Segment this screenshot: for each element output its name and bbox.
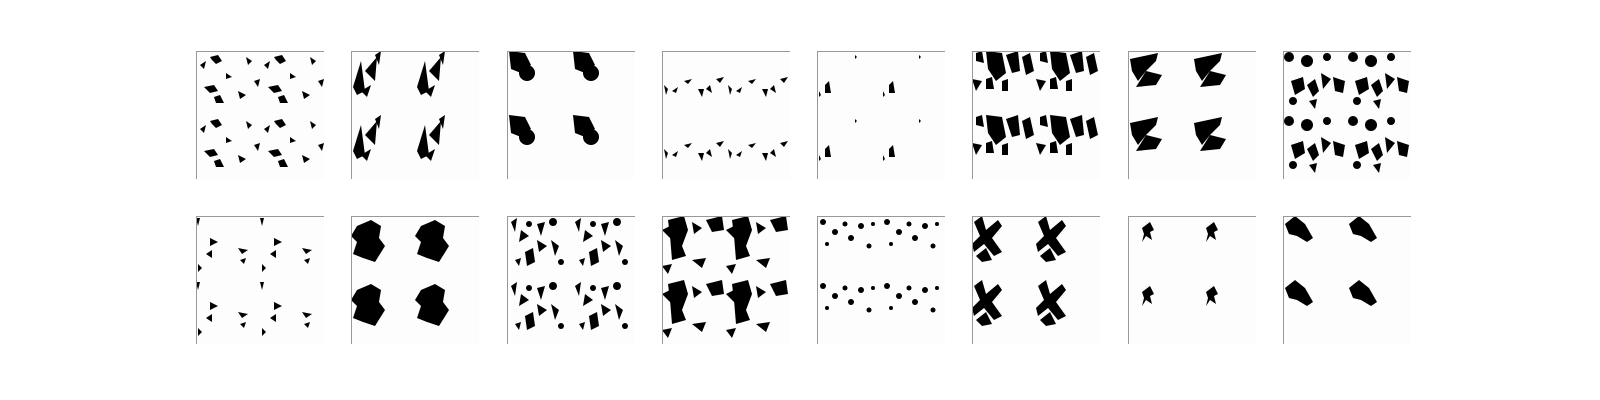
image-panel bbox=[196, 51, 324, 179]
panel-background bbox=[196, 216, 324, 344]
panel-background bbox=[817, 216, 945, 344]
image-panel bbox=[351, 216, 479, 344]
image-panel bbox=[972, 51, 1100, 179]
image-panel bbox=[1128, 216, 1256, 344]
panel-background bbox=[1128, 51, 1256, 179]
image-panel bbox=[1283, 216, 1411, 344]
image-panel bbox=[972, 216, 1100, 344]
panel-background bbox=[972, 216, 1100, 344]
panel-grid bbox=[196, 51, 1411, 344]
image-panel bbox=[1283, 51, 1411, 179]
image-panel bbox=[507, 216, 635, 344]
panel-background bbox=[196, 51, 324, 179]
image-panel bbox=[1128, 51, 1256, 179]
panel-background bbox=[817, 51, 945, 179]
image-panel bbox=[196, 216, 324, 344]
panel-background bbox=[662, 51, 790, 179]
image-panel bbox=[662, 51, 790, 179]
image-panel bbox=[817, 51, 945, 179]
image-panel bbox=[662, 216, 790, 344]
image-panel bbox=[507, 51, 635, 179]
image-panel bbox=[351, 51, 479, 179]
image-panel bbox=[817, 216, 945, 344]
panel-background bbox=[1283, 51, 1411, 179]
